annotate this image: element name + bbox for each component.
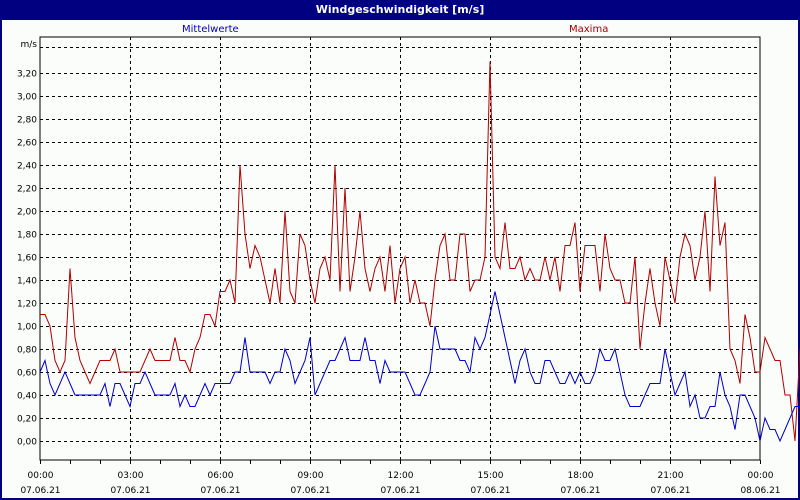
series-line-mean [39, 291, 800, 443]
x-tick-time: 15:00 [478, 471, 504, 481]
x-tick-date: 07.06.21 [20, 486, 60, 496]
y-tick-label: 3,20 [17, 70, 37, 80]
x-tick-date: 07.06.21 [380, 486, 420, 496]
y-tick-label: 0,80 [17, 346, 37, 356]
y-tick-label: 2,80 [17, 116, 37, 126]
y-tick-label: 0,00 [17, 438, 37, 448]
y-tick-label: 1,60 [17, 254, 37, 264]
y-tick-label: 1,00 [17, 323, 37, 333]
y-tick-label: 2,40 [17, 162, 37, 172]
y-unit-label: m/s [21, 40, 38, 50]
x-tick-time: 18:00 [568, 471, 594, 481]
y-tick-label: 2,20 [17, 185, 37, 195]
y-tick-label: 2,60 [17, 139, 37, 149]
x-tick-date: 07.06.21 [650, 486, 690, 496]
x-tick-date: 07.06.21 [470, 486, 510, 496]
x-tick-date: 08.06.21 [740, 486, 780, 496]
y-tick-label: 1,20 [17, 300, 37, 310]
x-tick-time: 00:00 [748, 471, 774, 481]
series-line-max [40, 61, 800, 442]
y-tick-label: 1,40 [17, 277, 37, 287]
x-tick-time: 06:00 [208, 471, 234, 481]
y-tick-label: 1,80 [17, 231, 37, 241]
x-tick-time: 21:00 [658, 471, 684, 481]
y-tick-label: 3,00 [17, 93, 37, 103]
x-tick-time: 12:00 [388, 471, 414, 481]
legend-mean: Mittelwerte [182, 24, 239, 35]
x-tick-date: 07.06.21 [110, 486, 150, 496]
x-tick-time: 00:00 [28, 471, 54, 481]
y-tick-label: 2,00 [17, 208, 37, 218]
x-tick-date: 07.06.21 [560, 486, 600, 496]
y-tick-label: 0,40 [17, 392, 37, 402]
x-tick-time: 03:00 [118, 471, 144, 481]
legend-max: Maxima [569, 24, 609, 35]
y-tick-label: 0,20 [17, 415, 37, 425]
x-tick-time: 09:00 [298, 471, 324, 481]
x-tick-date: 07.06.21 [200, 486, 240, 496]
chart-title: Windgeschwindigkeit [m/s] [315, 3, 485, 16]
x-tick-date: 07.06.21 [290, 486, 330, 496]
y-tick-label: 0,60 [17, 369, 37, 379]
